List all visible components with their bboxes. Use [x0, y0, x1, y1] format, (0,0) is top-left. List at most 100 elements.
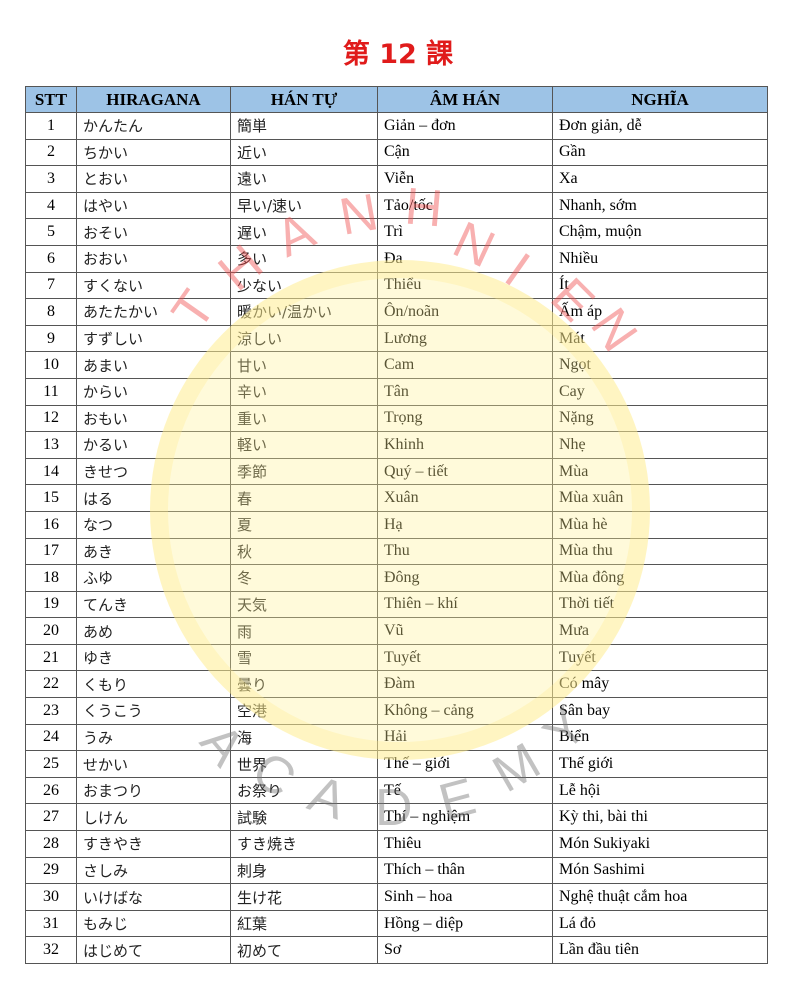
table-header-row: STT HIRAGANA HÁN TỰ ÂM HÁN NGHĨA — [25, 86, 768, 113]
cell-hiragana: はる — [76, 484, 231, 512]
cell-stt: 28 — [25, 830, 77, 858]
cell-am-han: Xuân — [377, 484, 553, 512]
cell-am-han: Hồng – diệp — [377, 909, 553, 938]
cell-hiragana: すくない — [76, 271, 231, 300]
cell-nghia: Món Sashimi — [552, 856, 768, 885]
cell-stt: 23 — [25, 697, 77, 725]
cell-han-tu: 天気 — [230, 590, 378, 619]
cell-am-han: Đàm — [377, 670, 553, 699]
cell-hiragana: はやい — [76, 191, 231, 220]
cell-han-tu: 夏 — [230, 510, 378, 539]
cell-han-tu: すき焼き — [230, 830, 378, 858]
cell-stt: 5 — [25, 218, 77, 246]
table-row: 14 きせつ 季節 Quý – tiết Mùa — [25, 457, 768, 486]
cell-stt: 8 — [25, 298, 77, 326]
cell-nghia: Ít — [552, 271, 768, 300]
cell-han-tu: 涼しい — [230, 324, 378, 353]
cell-am-han: Hải — [377, 723, 553, 752]
cell-am-han: Trì — [377, 218, 553, 246]
cell-han-tu: 春 — [230, 484, 378, 512]
cell-hiragana: いけばな — [76, 883, 231, 911]
cell-nghia: Gần — [552, 138, 768, 167]
cell-nghia: Mùa đông — [552, 564, 768, 592]
cell-hiragana: くうこう — [76, 697, 231, 725]
cell-am-han: Cam — [377, 351, 553, 379]
cell-am-han: Tân — [377, 377, 553, 406]
cell-am-han: Tuyết — [377, 643, 553, 672]
cell-han-tu: 辛い — [230, 377, 378, 406]
cell-nghia: Lễ hội — [552, 776, 768, 805]
cell-stt: 15 — [25, 484, 77, 512]
cell-han-tu: 秋 — [230, 537, 378, 566]
table-row: 7 すくない 少ない Thiểu Ít — [25, 271, 768, 300]
cell-stt: 25 — [25, 750, 77, 778]
cell-hiragana: ちかい — [76, 138, 231, 167]
cell-nghia: Nhiều — [552, 244, 768, 273]
cell-hiragana: ゆき — [76, 643, 231, 672]
cell-am-han: Thiểu — [377, 271, 553, 300]
cell-am-han: Thế – giới — [377, 750, 553, 778]
cell-stt: 22 — [25, 670, 77, 699]
cell-han-tu: 甘い — [230, 351, 378, 379]
table-row: 24 うみ海 Hải Biển — [25, 723, 768, 752]
cell-am-han: Khinh — [377, 431, 553, 459]
cell-nghia: Nhanh, sớm — [552, 191, 768, 220]
cell-hiragana: もみじ — [76, 909, 231, 938]
cell-nghia: Sân bay — [552, 697, 768, 725]
table-row: 2 ちかい 近い Cận Gần — [25, 138, 768, 167]
cell-am-han: Lương — [377, 324, 553, 353]
cell-stt: 29 — [25, 856, 77, 885]
table-row: 9 すずしい 涼しい Lương Mát — [25, 324, 768, 353]
cell-han-tu: 紅葉 — [230, 909, 378, 938]
cell-stt: 18 — [25, 564, 77, 592]
cell-hiragana: なつ — [76, 510, 231, 539]
cell-am-han: Sinh – hoa — [377, 883, 553, 911]
cell-hiragana: はじめて — [76, 936, 231, 964]
cell-stt: 1 — [25, 112, 77, 140]
cell-am-han: Ôn/noãn — [377, 298, 553, 326]
cell-han-tu: お祭り — [230, 776, 378, 805]
cell-han-tu: 遅い — [230, 218, 378, 246]
cell-nghia: Cay — [552, 377, 768, 406]
cell-am-han: Thiên – khí — [377, 590, 553, 619]
cell-han-tu: 海 — [230, 723, 378, 752]
page-title: 第 12 課 — [342, 39, 454, 70]
table-row: 27 しけん 試験 Thí – nghiệm Kỳ thi, bài thi — [25, 803, 768, 832]
cell-han-tu: 雨 — [230, 617, 378, 645]
cell-hiragana: とおい — [76, 165, 231, 193]
cell-nghia: Mùa — [552, 457, 768, 486]
cell-hiragana: おもい — [76, 404, 231, 433]
cell-am-han: Thích – thân — [377, 856, 553, 885]
cell-stt: 16 — [25, 510, 77, 539]
header-hiragana: HIRAGANA — [76, 86, 231, 113]
cell-stt: 24 — [25, 723, 77, 752]
cell-nghia: Món Sukiyaki — [552, 830, 768, 858]
table-row: 3 とおい 遠い Viễn Xa — [25, 165, 768, 193]
cell-han-tu: 生け花 — [230, 883, 378, 911]
cell-hiragana: あき — [76, 537, 231, 566]
cell-nghia: Mát — [552, 324, 768, 353]
cell-han-tu: 刺身 — [230, 856, 378, 885]
table-row: 21 ゆき雪 Tuyết Tuyết — [25, 643, 768, 672]
table-row: 26 おまつり お祭り Tế Lễ hội — [25, 776, 768, 805]
cell-am-han: Vũ — [377, 617, 553, 645]
cell-han-tu: 軽い — [230, 431, 378, 459]
cell-stt: 32 — [25, 936, 77, 964]
cell-hiragana: おそい — [76, 218, 231, 246]
cell-am-han: Đa — [377, 244, 553, 273]
header-am-han: ÂM HÁN — [377, 86, 553, 113]
cell-han-tu: 暖かい/温かい — [230, 298, 378, 326]
cell-hiragana: かるい — [76, 431, 231, 459]
table-row: 10 あまい 甘い Cam Ngọt — [25, 351, 768, 379]
cell-han-tu: 初めて — [230, 936, 378, 964]
cell-hiragana: からい — [76, 377, 231, 406]
table-row: 6 おおい 多い Đa Nhiều — [25, 244, 768, 273]
cell-stt: 26 — [25, 776, 77, 805]
cell-nghia: Mùa xuân — [552, 484, 768, 512]
cell-nghia: Lần đầu tiên — [552, 936, 768, 964]
cell-han-tu: 世界 — [230, 750, 378, 778]
cell-hiragana: うみ — [76, 723, 231, 752]
cell-hiragana: しけん — [76, 803, 231, 832]
cell-han-tu: 遠い — [230, 165, 378, 193]
cell-han-tu: 早い/速い — [230, 191, 378, 220]
